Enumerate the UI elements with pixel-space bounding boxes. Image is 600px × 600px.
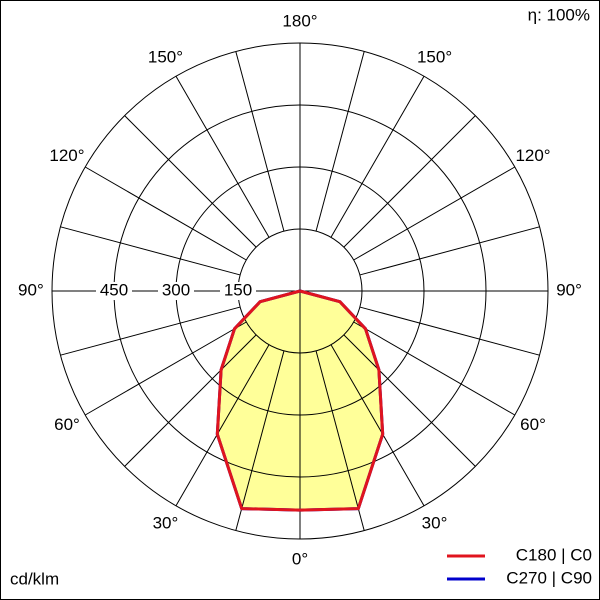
radial-label: 450 [100,280,128,299]
series-curve [215,289,301,512]
spoke [343,334,476,467]
spoke [330,75,425,238]
series-curve [299,289,385,512]
radial-label: 150 [224,280,252,299]
spoke [84,321,247,416]
spoke [175,344,270,507]
label-bg [158,282,194,300]
label-bg [96,282,132,300]
spoke [84,166,247,261]
angle-label: 0° [292,550,308,569]
angle-label: 30° [422,514,448,533]
angle-label: 120° [49,146,84,165]
angle-label: 60° [54,415,80,434]
spoke [353,166,516,261]
spoke [315,51,365,232]
spoke [60,306,241,356]
spoke [60,226,241,276]
spoke [124,115,257,248]
angle-label: 150° [148,47,183,66]
legend-label: C270 | C90 [506,568,592,587]
spoke [359,226,540,276]
angle-label: 90° [556,280,582,299]
unit-label: cd/klm [10,569,59,588]
spoke [235,350,285,531]
angle-label: 120° [515,146,550,165]
spoke [175,75,270,238]
spoke [330,344,425,507]
spoke [343,115,476,248]
angle-label: 90° [18,280,44,299]
spoke [315,350,365,531]
efficiency: η: 100% [528,5,590,24]
angle-label: 150° [417,47,452,66]
angle-label: 60° [520,415,546,434]
spoke [124,334,257,467]
radial-label: 300 [162,280,190,299]
spoke [359,306,540,356]
legend-label: C180 | C0 [516,545,592,564]
angle-label: 180° [282,11,317,30]
spoke [235,51,285,232]
angle-label: 30° [153,514,179,533]
label-bg [220,282,256,300]
spoke [353,321,516,416]
